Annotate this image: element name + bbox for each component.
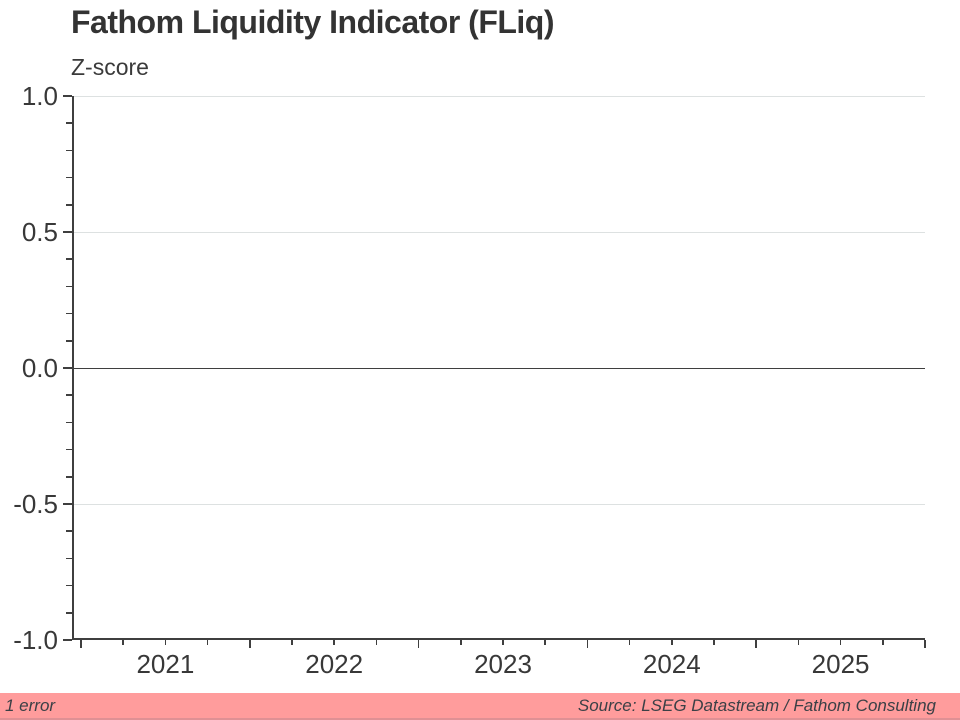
x-tick-label: 2024 — [642, 649, 701, 679]
footer-error-bar: 1 error Source: LSEG Datastream / Fathom… — [0, 693, 960, 720]
x-axis-minor-tick — [544, 640, 546, 645]
x-tick-label: 2023 — [474, 649, 532, 679]
x-axis-minor-tick — [882, 640, 884, 645]
y-axis-minor-tick — [66, 176, 72, 179]
x-axis-minor-tick — [122, 640, 124, 645]
y-axis-major-tick — [63, 231, 72, 233]
x-axis-major-tick — [249, 640, 251, 648]
x-axis-minor-tick — [502, 640, 504, 645]
plot-area — [72, 95, 925, 640]
x-axis-minor-tick — [460, 640, 462, 645]
y-axis-minor-tick — [66, 394, 72, 396]
x-axis-minor-tick — [375, 640, 378, 645]
y-axis-minor-tick — [66, 530, 72, 532]
gridline — [74, 95, 925, 97]
x-axis-minor-tick — [333, 640, 335, 645]
y-axis-minor-tick — [66, 122, 72, 124]
chart-title: Fathom Liquidity Indicator (FLiq) — [71, 4, 555, 40]
x-axis-major-tick — [80, 640, 82, 648]
y-axis-major-tick — [63, 367, 72, 369]
y-axis-minor-tick — [66, 557, 72, 560]
y-axis-minor-tick — [66, 612, 72, 614]
x-axis-minor-tick — [797, 640, 800, 645]
y-tick-label: -0.5 — [13, 489, 58, 519]
x-axis-minor-tick — [628, 640, 631, 645]
error-count-label: 1 error — [5, 695, 56, 715]
x-axis-minor-tick — [713, 640, 715, 645]
y-axis-major-tick — [63, 503, 72, 505]
x-axis-minor-tick — [291, 640, 293, 645]
x-axis-minor-tick — [206, 640, 209, 645]
y-axis-minor-tick — [66, 448, 72, 451]
source-credit-label: Source: LSEG Datastream / Fathom Consult… — [577, 695, 936, 715]
y-tick-label: 0.0 — [21, 353, 58, 383]
x-axis-major-tick — [417, 640, 420, 648]
x-axis-minor-tick — [164, 640, 167, 645]
y-axis-minor-tick — [66, 584, 72, 587]
y-axis-major-tick — [63, 95, 72, 97]
y-axis-major-tick — [63, 639, 72, 641]
y-tick-label: -1.0 — [13, 625, 58, 655]
x-axis-major-tick — [755, 640, 757, 648]
x-tick-label: 2022 — [305, 649, 364, 679]
y-axis-unit-label: Z-score — [71, 54, 149, 80]
gridline — [74, 503, 925, 505]
x-axis-major-tick — [924, 640, 926, 648]
y-axis-minor-tick — [66, 312, 72, 315]
x-tick-label: 2025 — [811, 649, 870, 679]
zero-line — [74, 367, 925, 369]
y-axis-minor-tick — [66, 476, 72, 478]
y-axis-minor-tick — [66, 340, 72, 342]
y-tick-label: 0.5 — [21, 217, 58, 247]
y-axis-minor-tick — [66, 149, 72, 152]
y-axis-minor-tick — [66, 204, 72, 206]
y-axis-minor-tick — [66, 421, 72, 424]
gridline — [74, 231, 925, 233]
x-axis-major-tick — [586, 640, 589, 648]
x-axis-minor-tick — [839, 640, 842, 645]
y-tick-label: 1.0 — [21, 81, 58, 111]
x-axis-minor-tick — [671, 640, 673, 645]
y-axis-minor-tick — [66, 258, 72, 260]
x-tick-label: 2021 — [136, 649, 195, 679]
y-axis-minor-tick — [66, 285, 72, 288]
